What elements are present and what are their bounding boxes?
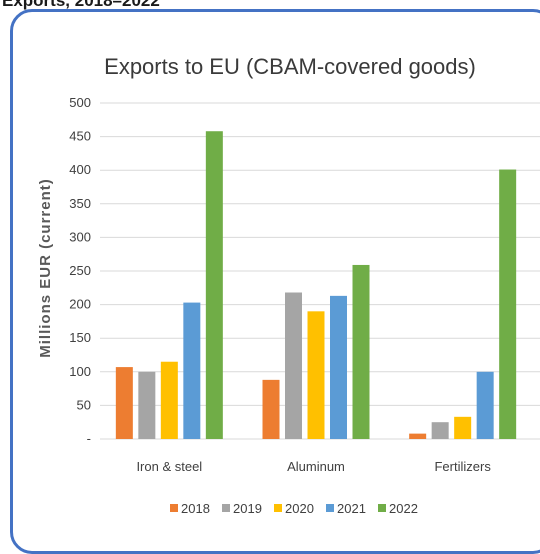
bar-2018-aluminum <box>262 379 280 439</box>
legend-swatch <box>274 504 282 512</box>
y-tick-label: 150 <box>69 330 91 345</box>
legend-swatch <box>222 504 230 512</box>
bar-2019-iron-steel <box>138 371 156 439</box>
y-tick-label: 450 <box>69 129 91 144</box>
y-tick-label: 400 <box>69 162 91 177</box>
x-tick-label: Iron & steel <box>136 459 202 474</box>
bar-2020-aluminum <box>307 311 325 439</box>
bar-2021-fertilizers <box>476 371 494 439</box>
bar-2021-iron-steel <box>183 302 201 439</box>
bar-chart: Exports to EU (CBAM-covered goods) Milli… <box>37 54 540 516</box>
y-tick-label: 50 <box>77 397 91 412</box>
chart-title: Exports to EU (CBAM-covered goods) <box>104 54 476 79</box>
x-axis-labels: Iron & steel Aluminum Fertilizers <box>136 459 491 474</box>
x-tick-label: Fertilizers <box>434 459 491 474</box>
y-tick-label: 250 <box>69 263 91 278</box>
y-axis-label: Millions EUR (current) <box>37 178 54 358</box>
y-tick-label: 500 <box>69 95 91 110</box>
x-tick-label: Aluminum <box>287 459 345 474</box>
legend-swatch <box>170 504 178 512</box>
legend: 2018 2019 2020 2021 2022 <box>170 501 418 516</box>
bar-2018-fertilizers <box>409 433 427 439</box>
y-tick-label: 100 <box>69 364 91 379</box>
y-tick-label: - <box>87 431 91 446</box>
legend-swatch <box>326 504 334 512</box>
chart-frame <box>10 9 540 554</box>
bar-2022-iron-steel <box>205 131 223 439</box>
bar-2020-iron-steel <box>160 361 178 439</box>
y-tick-label: 200 <box>69 297 91 312</box>
bar-2019-fertilizers <box>431 422 449 439</box>
bars <box>115 131 517 439</box>
legend-swatch <box>378 504 386 512</box>
bar-2022-aluminum <box>352 264 370 439</box>
y-tick-label: 350 <box>69 196 91 211</box>
legend-label: 2022 <box>389 501 418 516</box>
bar-2021-aluminum <box>330 295 347 439</box>
y-axis-ticks: - 50 100 150 200 250 300 350 400 450 500 <box>69 95 91 446</box>
bar-2019-aluminum <box>285 292 302 439</box>
legend-label: 2018 <box>181 501 210 516</box>
bar-2022-fertilizers <box>499 169 517 439</box>
y-tick-label: 300 <box>69 229 91 244</box>
bar-2018-iron-steel <box>115 367 133 439</box>
bar-2020-fertilizers <box>454 416 472 439</box>
page-caption: Exports, 2018–2022 <box>2 0 160 10</box>
legend-label: 2021 <box>337 501 366 516</box>
legend-label: 2020 <box>285 501 314 516</box>
legend-label: 2019 <box>233 501 262 516</box>
